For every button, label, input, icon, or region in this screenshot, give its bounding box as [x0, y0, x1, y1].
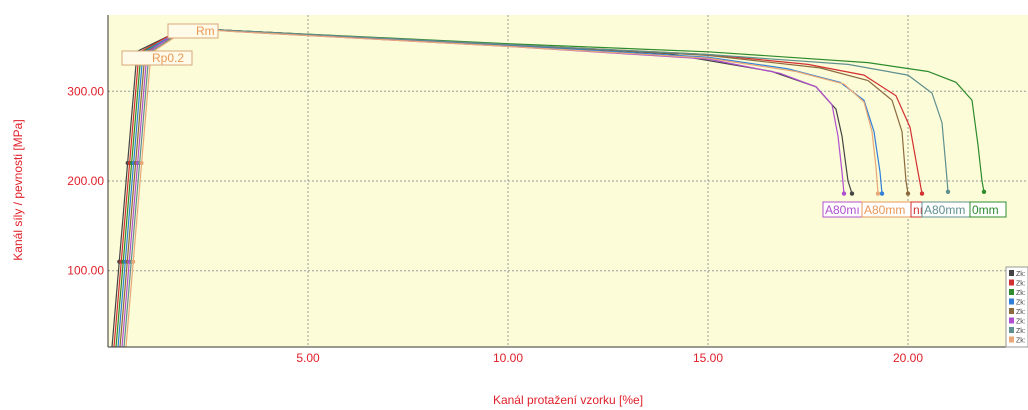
axis-layer: 5.00 10.00 15.00 20.00 100.00 200.00 300.00 [67, 15, 1028, 365]
legend-label: Zk: [1016, 300, 1026, 307]
rm-label: Rm [196, 24, 215, 38]
legend-swatch [1009, 298, 1014, 305]
legend-label: Zk: [1016, 271, 1026, 278]
legend-label: Zk: [1016, 309, 1026, 316]
legend-label: Zk: [1016, 319, 1026, 326]
legend-swatch [1009, 279, 1014, 286]
elongation-label: A80mm [924, 203, 965, 217]
legend-label: Zk: [1016, 290, 1026, 297]
rm-label-box [167, 23, 219, 39]
legend-swatch [1009, 317, 1014, 324]
legend-label: Zk: [1016, 338, 1026, 345]
fracture-point [875, 191, 881, 196]
legend: Zk: Zk: Zk: Zk: Zk: Zk: Zk: Zk: [1005, 266, 1028, 348]
y-tick-label: 200.00 [67, 174, 104, 188]
y-tick-label: 300.00 [67, 84, 104, 98]
series-line [115, 26, 985, 348]
fracture-point [849, 191, 855, 196]
fracture-point [841, 191, 847, 196]
fracture-point [945, 189, 951, 194]
fracture-point [905, 191, 911, 196]
elongation-label: nı [913, 203, 923, 217]
legend-swatch [1009, 270, 1014, 276]
elongation-label: A80mm [864, 203, 905, 217]
fracture-point [879, 191, 885, 196]
fracture-point [981, 189, 987, 194]
x-tick-label: 15.00 [693, 351, 723, 365]
x-tick-label: 10.00 [493, 351, 523, 365]
legend-swatch [1009, 289, 1014, 295]
x-tick-label: 20.00 [893, 351, 923, 365]
legend-box [1005, 266, 1028, 348]
elongation-label-box [969, 201, 1007, 218]
elongation-label: A80mı [825, 203, 860, 217]
grid [108, 15, 1028, 347]
legend-label: Zk: [1016, 328, 1026, 335]
marker-point [139, 161, 144, 166]
legend-label: Zk: [1016, 281, 1026, 288]
elongation-label: 0mm [972, 203, 999, 217]
y-axis-title: Kanál síly / pevnosti [MPa] [11, 119, 25, 260]
x-tick-label: 5.00 [296, 351, 320, 365]
legend-swatch [1009, 308, 1014, 314]
rp-label: Rp0.2 [152, 51, 184, 65]
marker-point [131, 259, 136, 264]
y-tick-label: 100.00 [67, 264, 104, 278]
legend-swatch [1009, 327, 1014, 333]
x-axis-title: Kanál protažení vzorku [%e] [493, 393, 643, 407]
rp-label-box [121, 50, 193, 66]
fracture-point [919, 191, 925, 196]
legend-swatch [1009, 336, 1014, 343]
